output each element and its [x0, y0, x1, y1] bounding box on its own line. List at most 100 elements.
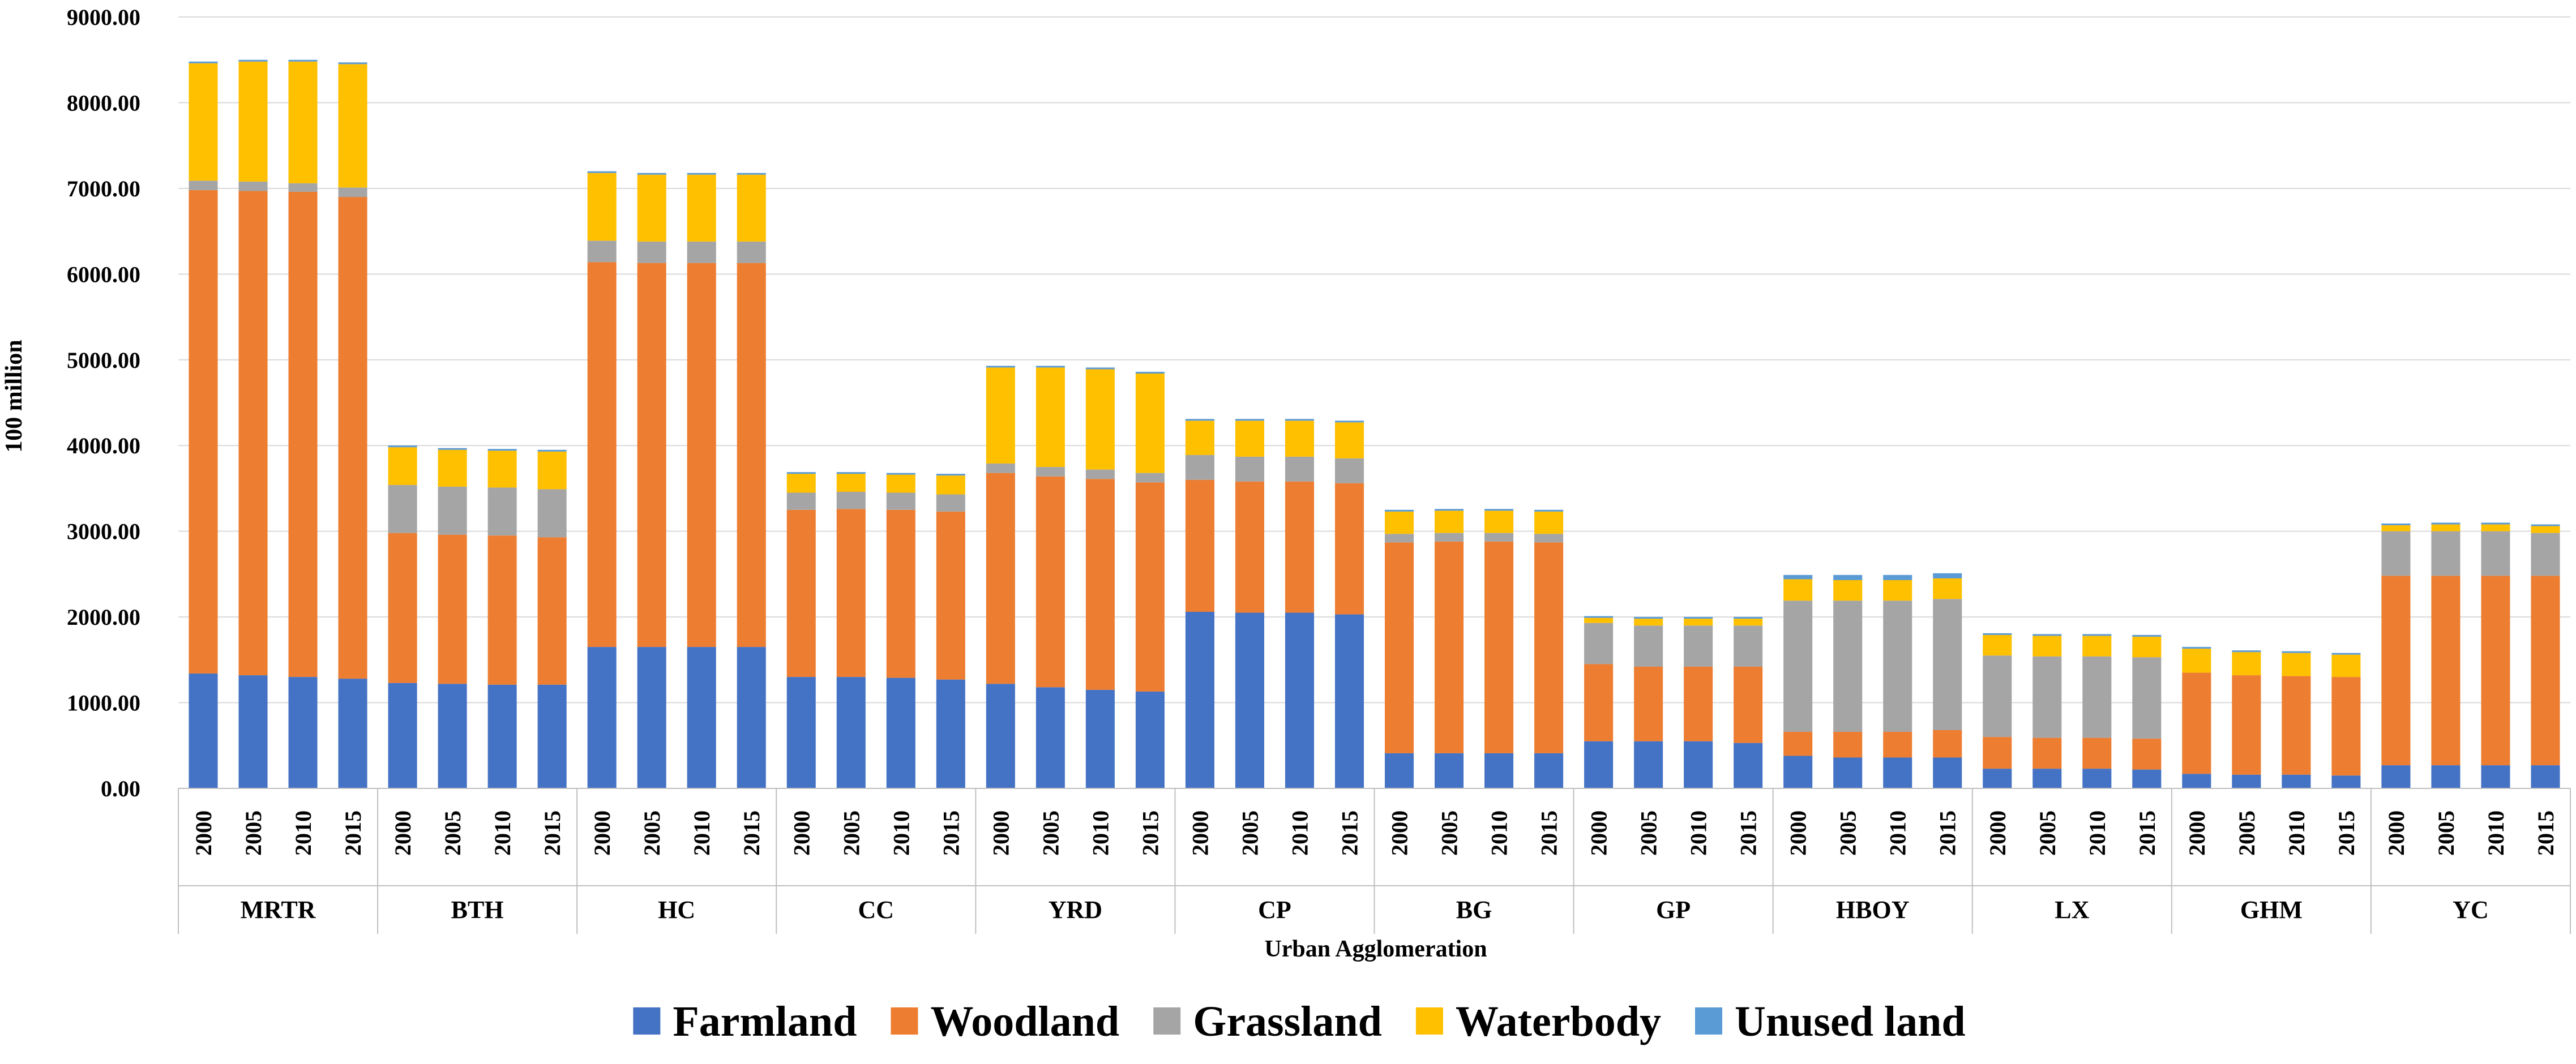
bar-segment-woodland	[1684, 666, 1713, 741]
bar-segment-farmland	[2232, 774, 2261, 788]
x-tick-year: 2000	[988, 810, 1013, 856]
bar-segment-waterbody	[1883, 580, 1912, 601]
bar-segment-farmland	[1734, 743, 1763, 788]
bar-segment-woodland	[737, 263, 766, 647]
bar-segment-woodland	[189, 190, 218, 674]
bar-segment-unused-land	[2531, 524, 2560, 526]
x-tick-year: 2000	[2184, 810, 2210, 856]
legend: Farmland Woodland Grassland Waterbody Unused…	[633, 998, 1966, 1045]
bar-segment-woodland	[2531, 576, 2560, 766]
bar-segment-waterbody	[2282, 653, 2311, 676]
bar-segment-waterbody	[288, 61, 318, 183]
bar-segment-unused-land	[1235, 419, 1264, 421]
x-tick-year: 2000	[390, 810, 416, 856]
x-tick-year: 2010	[1487, 810, 1512, 856]
bar-segment-woodland	[438, 534, 467, 684]
bar-segment-farmland	[786, 677, 816, 788]
bar-segment-woodland	[2082, 737, 2112, 769]
x-axis: 2000 2005 2010 2015 MRTR 2000 2005 2010 2015 BTH 2…	[178, 788, 2571, 934]
bar-segment-woodland	[288, 191, 318, 677]
bar-segment-unused-land	[189, 61, 218, 63]
bar-segment-grassland	[1135, 473, 1165, 483]
bar-segment-farmland	[238, 675, 268, 788]
bar-segment-woodland	[2132, 739, 2162, 770]
bar-segment-unused-land	[1734, 617, 1763, 619]
legend-swatch	[633, 1007, 661, 1035]
bar-segment-unused-land	[737, 173, 766, 175]
bar-segment-unused-land	[2182, 647, 2211, 649]
bar-segment-waterbody	[637, 174, 666, 242]
bar-segment-woodland	[2481, 576, 2510, 766]
bar-segment-woodland	[1833, 732, 1863, 758]
bar-segment-unused-land	[1484, 509, 1514, 511]
bar-segment-farmland	[1035, 687, 1065, 788]
bar-segment-woodland	[1584, 664, 1614, 741]
bar-segment-unused-land	[1135, 371, 1165, 374]
bar-segment-unused-land	[288, 59, 318, 62]
bar-segment-grassland	[687, 241, 716, 263]
bar-segment-grassland	[189, 181, 218, 190]
y-axis-title: 100 million	[1, 340, 27, 453]
bar-segment-waterbody	[2232, 652, 2261, 676]
bar-segment-waterbody	[2331, 654, 2361, 677]
x-tick-year: 2000	[1387, 810, 1413, 856]
x-tick-year: 2015	[739, 810, 764, 856]
bar-segment-grassland	[1085, 469, 1115, 479]
bar-segment-woodland	[2381, 576, 2411, 766]
bar-segment-grassland	[786, 492, 816, 510]
bar-segment-woodland	[1634, 666, 1663, 741]
bar-segment-unused-land	[1883, 574, 1912, 580]
legend-label: Unused land	[1735, 998, 1966, 1045]
legend-label: Grassland	[1193, 998, 1382, 1045]
bar-segment-waterbody	[238, 61, 268, 182]
bar-segment-grassland	[1933, 599, 1962, 731]
bar-segment-waterbody	[936, 475, 965, 495]
bar-segment-farmland	[1684, 741, 1713, 788]
bar-segment-woodland	[537, 537, 567, 685]
bar-segment-waterbody	[737, 174, 766, 242]
x-tick-year: 2000	[1586, 810, 1612, 856]
bar-segment-unused-land	[1435, 509, 1464, 511]
bar-segment-grassland	[438, 486, 467, 535]
legend-label: Waterbody	[1456, 998, 1661, 1045]
bar-segment-woodland	[936, 511, 965, 680]
y-tick-label: 3000.00	[67, 519, 140, 544]
x-tick-year: 2015	[1935, 810, 1961, 856]
bar-segment-woodland	[388, 533, 417, 683]
bar-segment-unused-land	[1933, 573, 1962, 578]
bars	[189, 59, 2560, 788]
bar-segment-waterbody	[786, 474, 816, 493]
bar-segment-woodland	[1285, 481, 1314, 613]
x-tick-year: 2005	[1636, 810, 1662, 856]
bar-segment-waterbody	[537, 451, 567, 490]
bar-segment-grassland	[936, 494, 965, 512]
x-axis-title: Urban Agglomeration	[1264, 936, 1487, 962]
bar-segment-woodland	[2182, 672, 2211, 774]
bar-segment-woodland	[1035, 476, 1065, 688]
x-tick-year: 2010	[1686, 810, 1711, 856]
x-tick-year: 2000	[1187, 810, 1213, 856]
bar-segment-waterbody	[487, 451, 517, 488]
x-tick-year: 2000	[789, 810, 814, 856]
bar-segment-unused-land	[1983, 633, 2012, 635]
x-tick-year: 2015	[2533, 810, 2558, 856]
bar-segment-unused-land	[238, 59, 268, 62]
bar-segment-farmland	[537, 684, 567, 788]
bar-segment-farmland	[2132, 769, 2162, 788]
x-group-label: HC	[658, 896, 695, 924]
bar-segment-woodland	[2032, 737, 2062, 769]
bar-segment-grassland	[1534, 534, 1564, 543]
x-group-label: GP	[1656, 896, 1691, 924]
bar-segment-farmland	[2531, 765, 2560, 788]
bar-segment-waterbody	[2481, 524, 2510, 531]
x-tick-year: 2010	[2085, 810, 2110, 856]
bar-segment-woodland	[1435, 541, 1464, 753]
x-tick-year: 2015	[1137, 810, 1163, 856]
bar-segment-grassland	[537, 489, 567, 538]
bar-segment-farmland	[2082, 769, 2112, 788]
x-tick-year: 2010	[1885, 810, 1911, 856]
bar-segment-woodland	[487, 535, 517, 685]
bar-segment-unused-land	[786, 472, 816, 474]
bar-segment-unused-land	[338, 62, 367, 65]
